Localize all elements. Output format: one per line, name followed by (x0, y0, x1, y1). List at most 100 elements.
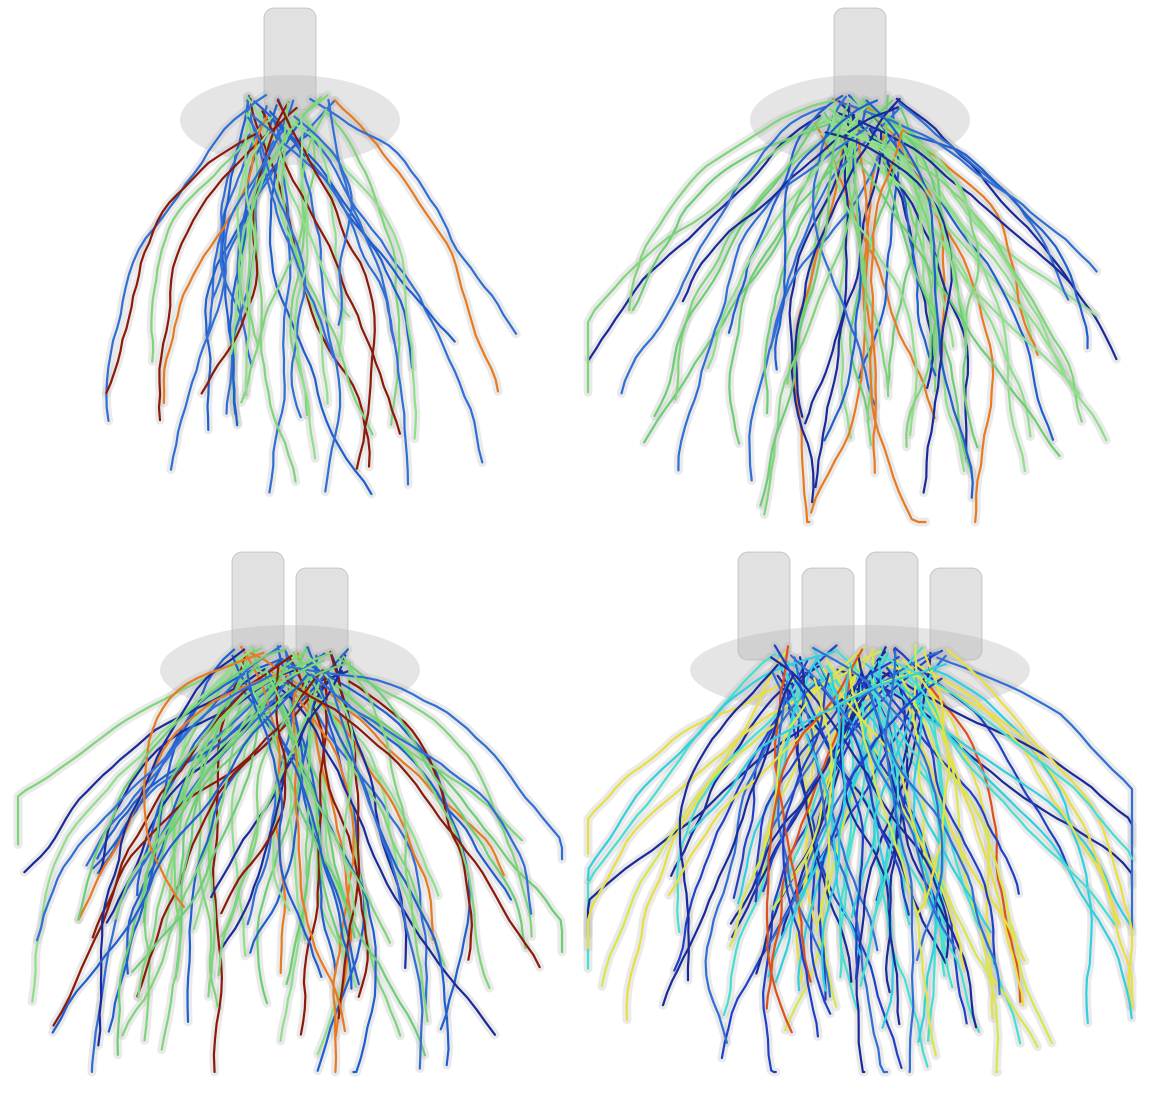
root (250, 683, 426, 1057)
root (946, 649, 1134, 1007)
root (306, 646, 450, 1067)
roots (105, 94, 518, 496)
root (345, 661, 402, 1037)
root (212, 654, 247, 1074)
root (814, 113, 855, 489)
root (169, 132, 281, 471)
root (97, 648, 246, 1047)
root (271, 671, 355, 1074)
root (762, 683, 865, 1074)
root (230, 130, 270, 355)
root (875, 648, 909, 902)
root (895, 658, 1026, 962)
root (586, 650, 836, 882)
root (681, 106, 899, 303)
root (829, 107, 918, 437)
root (782, 672, 830, 1038)
stem-group (737, 551, 983, 661)
root (16, 647, 262, 846)
root (813, 677, 833, 933)
root (888, 678, 925, 1026)
root (338, 657, 527, 949)
root (674, 124, 865, 401)
root (936, 656, 1134, 934)
root (884, 649, 915, 1074)
root (849, 96, 1098, 317)
root (777, 654, 896, 963)
root (804, 124, 883, 425)
root (920, 672, 1022, 1004)
root (661, 673, 795, 1007)
root (309, 97, 518, 335)
root (832, 127, 967, 322)
root (249, 652, 434, 941)
root (754, 655, 900, 903)
root (333, 99, 500, 393)
root (884, 94, 974, 476)
root (932, 668, 1093, 1024)
root (829, 101, 1066, 374)
root (881, 119, 980, 346)
stem-group (231, 551, 349, 661)
root (162, 115, 269, 405)
root (755, 650, 941, 900)
root (105, 94, 268, 422)
root (142, 651, 265, 909)
root (306, 655, 357, 917)
root (788, 102, 851, 504)
root (293, 115, 353, 326)
root (142, 661, 288, 924)
root (620, 105, 827, 395)
root (586, 116, 838, 394)
root (244, 110, 257, 397)
root (852, 96, 966, 473)
root-panel-b (580, 0, 1140, 530)
root (328, 677, 491, 990)
root (253, 100, 414, 369)
root (872, 648, 929, 1068)
root-panel-c (10, 550, 570, 1080)
root (823, 103, 868, 442)
root (237, 96, 322, 315)
root (822, 667, 965, 970)
root (865, 99, 974, 499)
root (331, 681, 564, 954)
root-system-d (583, 551, 1137, 1077)
root (773, 644, 864, 980)
root (677, 126, 869, 472)
root (174, 663, 346, 899)
root (913, 662, 1134, 1009)
root (793, 656, 889, 1074)
root (848, 668, 938, 1057)
root (812, 663, 895, 1029)
root (898, 120, 935, 448)
root (776, 674, 947, 965)
root (301, 127, 484, 464)
root (774, 99, 879, 371)
root (820, 664, 852, 992)
root (285, 665, 564, 861)
root (247, 116, 307, 419)
root (916, 648, 951, 915)
root (912, 676, 937, 1043)
root (774, 671, 841, 984)
root (812, 646, 944, 961)
root (286, 679, 541, 969)
root (347, 673, 533, 938)
root (877, 654, 1134, 860)
root (797, 652, 889, 992)
root (835, 111, 1076, 289)
root (763, 112, 857, 516)
root (116, 663, 259, 1056)
root (77, 648, 287, 921)
stem-2 (295, 567, 349, 661)
root (903, 669, 1116, 926)
root (269, 677, 344, 947)
root (150, 115, 274, 363)
root (727, 94, 844, 334)
root (769, 128, 900, 349)
root (836, 668, 1134, 886)
root (855, 651, 932, 1074)
root (775, 671, 832, 998)
